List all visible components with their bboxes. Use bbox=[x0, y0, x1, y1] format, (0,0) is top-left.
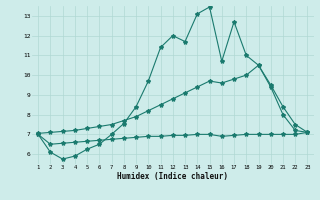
X-axis label: Humidex (Indice chaleur): Humidex (Indice chaleur) bbox=[117, 172, 228, 181]
